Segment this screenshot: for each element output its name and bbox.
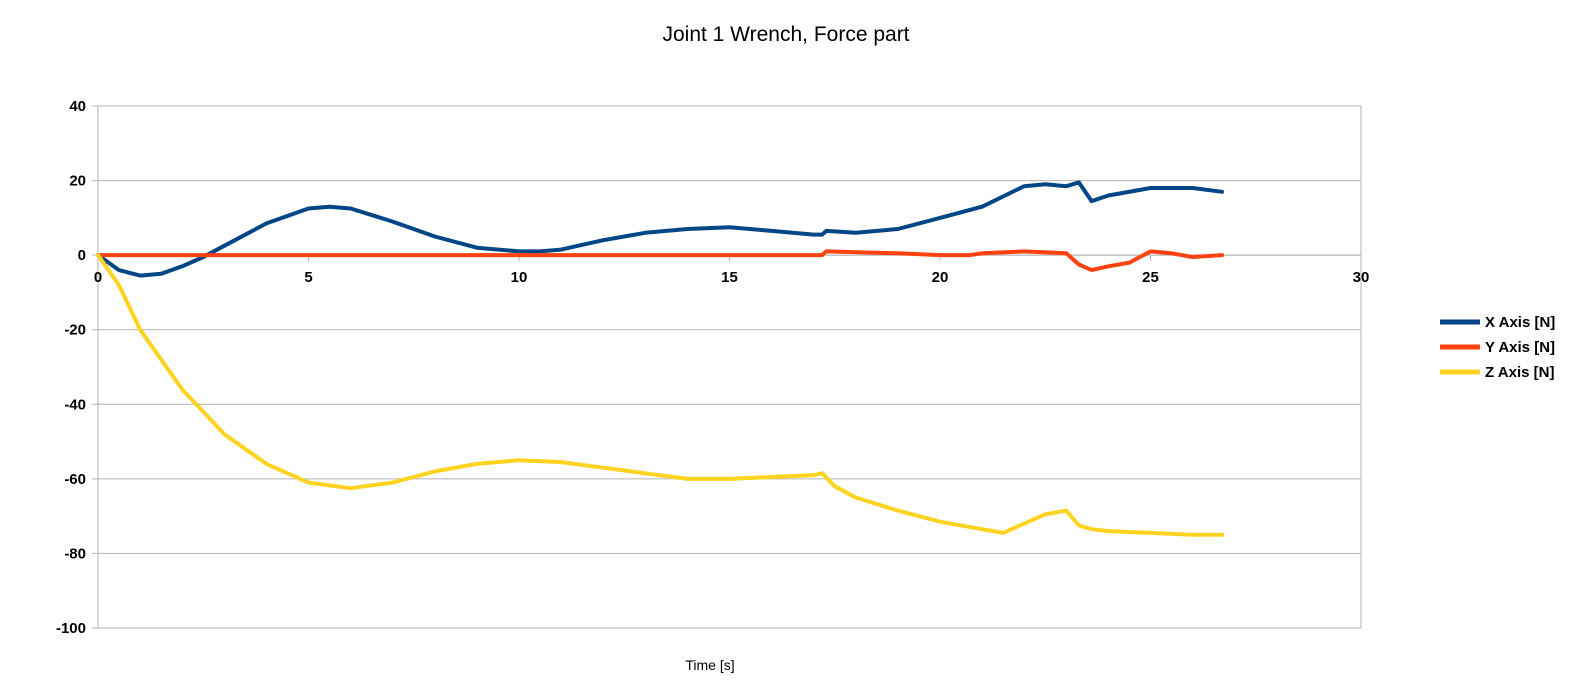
x-tick-label: 20 xyxy=(932,269,949,286)
x-axis-ticks: 0 5 10 15 20 25 30 xyxy=(94,254,1370,286)
plot-area xyxy=(97,105,1362,629)
y-tick-label: -100 xyxy=(56,620,86,637)
x-tick-label: 25 xyxy=(1142,269,1159,286)
x-axis-label: Time [s] xyxy=(685,657,734,673)
y-tick-label: -40 xyxy=(64,396,86,413)
data-series xyxy=(96,180,1225,537)
chart-title: Joint 1 Wrench, Force part xyxy=(662,23,909,46)
x-tick-label: 5 xyxy=(304,269,312,286)
series-line-3 xyxy=(96,253,1225,537)
y-tick-label: 0 xyxy=(78,247,86,264)
x-tick-label: 15 xyxy=(721,269,738,286)
y-tick-label: -80 xyxy=(64,545,86,562)
y-axis-ticks: 40 20 0 -20 -40 -60 -80 -100 xyxy=(56,98,98,637)
grid-lines xyxy=(98,105,1361,629)
legend-label: Y Axis [N] xyxy=(1485,339,1555,356)
y-tick-label: 40 xyxy=(69,98,86,115)
series-line-2 xyxy=(96,249,1225,273)
y-tick-label: -60 xyxy=(64,471,86,488)
x-tick-label: 0 xyxy=(94,269,102,286)
series-line-1 xyxy=(96,180,1225,278)
legend-label: Z Axis [N] xyxy=(1485,364,1554,381)
x-tick-label: 30 xyxy=(1353,269,1370,286)
legend-label: X Axis [N] xyxy=(1485,314,1555,331)
legend: X Axis [N] Y Axis [N] Z Axis [N] xyxy=(1440,314,1555,381)
y-tick-label: 20 xyxy=(69,173,86,190)
x-tick-label: 10 xyxy=(511,269,528,286)
y-tick-label: -20 xyxy=(64,322,86,339)
